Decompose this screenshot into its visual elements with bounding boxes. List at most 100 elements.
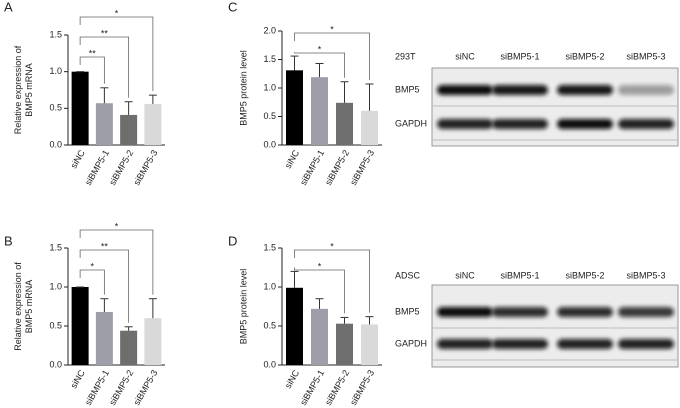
panel-label: A — [4, 0, 13, 14]
lane-label: siBMP5-1 — [500, 270, 539, 280]
x-tick-label: siBMP5-1 — [298, 368, 326, 407]
band — [492, 307, 548, 317]
significance-bracket — [79, 269, 105, 295]
band — [437, 119, 493, 129]
x-tick-label: siNC — [69, 148, 88, 170]
significance-label: * — [115, 221, 119, 231]
y-axis-label: Relative expression of — [13, 45, 23, 134]
y-tick-label: 1.5 — [263, 242, 276, 252]
bar — [95, 311, 113, 365]
significance-label: ** — [101, 28, 109, 38]
x-tick-label: siNC — [283, 368, 302, 390]
band — [618, 119, 674, 129]
x-tick-label: siNC — [69, 368, 88, 390]
x-tick-label: siBMP5-3 — [131, 148, 159, 187]
y-axis-label: BMP5 protein level — [238, 269, 248, 345]
x-tick-label: siBMP5-2 — [323, 368, 351, 407]
band — [437, 85, 493, 95]
y-axis-label: Relative expression of — [13, 262, 23, 351]
y-tick-label: 1.5 — [49, 242, 62, 252]
lane-label: siBMP5-2 — [565, 270, 604, 280]
y-tick-label: 2.0 — [263, 25, 276, 35]
lane-label: siBMP5-1 — [500, 51, 539, 61]
band — [492, 85, 548, 95]
significance-bracket — [79, 36, 130, 98]
x-tick-label: siBMP5-3 — [131, 368, 159, 407]
band — [618, 85, 674, 95]
y-tick-label: 1.5 — [49, 29, 62, 39]
x-tick-label: siBMP5-3 — [348, 148, 376, 187]
x-tick-label: siBMP5-2 — [323, 148, 351, 187]
significance-label: * — [318, 261, 322, 271]
band — [492, 339, 548, 349]
blot-image — [431, 67, 679, 147]
panel-label: C — [228, 0, 237, 14]
lane-label: siBMP5-3 — [626, 270, 665, 280]
y-axis-label: BMP5 protein level — [238, 50, 248, 126]
significance-bracket — [79, 249, 130, 323]
band — [557, 85, 613, 95]
significance-label: * — [330, 241, 334, 251]
row-label: BMP5 — [395, 84, 420, 94]
cell-line-label: ADSC — [395, 270, 421, 280]
bar — [286, 287, 303, 365]
x-tick-label: siNC — [283, 148, 302, 170]
band — [618, 339, 674, 349]
y-tick-label: 1.0 — [263, 82, 276, 92]
bar — [286, 70, 303, 145]
y-axis-label: BMP5 mRNA — [24, 280, 34, 334]
bar — [95, 103, 113, 145]
significance-bracket — [79, 16, 154, 92]
y-axis-label: BMP5 mRNA — [24, 63, 34, 117]
significance-bracket — [294, 52, 345, 78]
y-tick-label: 0.5 — [49, 320, 62, 330]
x-tick-label: siBMP5-1 — [298, 148, 326, 187]
significance-label: ** — [101, 241, 109, 251]
lane-label: siBMP5-2 — [565, 51, 604, 61]
lane-label: siNC — [455, 51, 475, 61]
significance-bracket — [294, 32, 370, 81]
bar — [336, 323, 353, 365]
band — [557, 307, 613, 317]
bar — [120, 114, 138, 145]
bar — [361, 324, 378, 365]
significance-label: * — [90, 261, 94, 271]
bar — [71, 71, 89, 145]
bar — [336, 102, 353, 145]
blot-image — [431, 284, 679, 368]
y-tick-label: 1.0 — [263, 281, 276, 291]
significance-label: * — [318, 44, 322, 54]
y-tick-label: 0.0 — [263, 139, 276, 149]
y-tick-label: 0.5 — [263, 320, 276, 330]
lane-label: siBMP5-3 — [626, 51, 665, 61]
y-tick-label: 1.5 — [263, 54, 276, 64]
y-tick-label: 0.0 — [49, 139, 62, 149]
bar — [71, 287, 89, 365]
band — [557, 339, 613, 349]
bar — [144, 103, 162, 145]
bar — [144, 318, 162, 365]
bar — [311, 77, 328, 145]
bar — [120, 330, 138, 365]
band — [557, 119, 613, 129]
band — [437, 339, 493, 349]
significance-bracket — [294, 249, 370, 313]
band — [618, 307, 674, 317]
significance-bracket — [79, 56, 105, 84]
panel-label: B — [4, 233, 13, 248]
y-tick-label: 0.0 — [49, 359, 62, 369]
y-tick-label: 0.5 — [49, 103, 62, 113]
significance-label: * — [330, 24, 334, 34]
row-label: GAPDH — [395, 118, 427, 128]
band — [492, 119, 548, 129]
significance-label: * — [115, 8, 119, 18]
lane-label: siNC — [455, 270, 475, 280]
y-tick-label: 0.0 — [263, 359, 276, 369]
significance-bracket — [294, 267, 345, 314]
bar — [311, 308, 328, 365]
significance-label: ** — [89, 48, 97, 58]
significance-bracket — [79, 229, 154, 295]
row-label: GAPDH — [395, 338, 427, 348]
row-label: BMP5 — [395, 306, 420, 316]
